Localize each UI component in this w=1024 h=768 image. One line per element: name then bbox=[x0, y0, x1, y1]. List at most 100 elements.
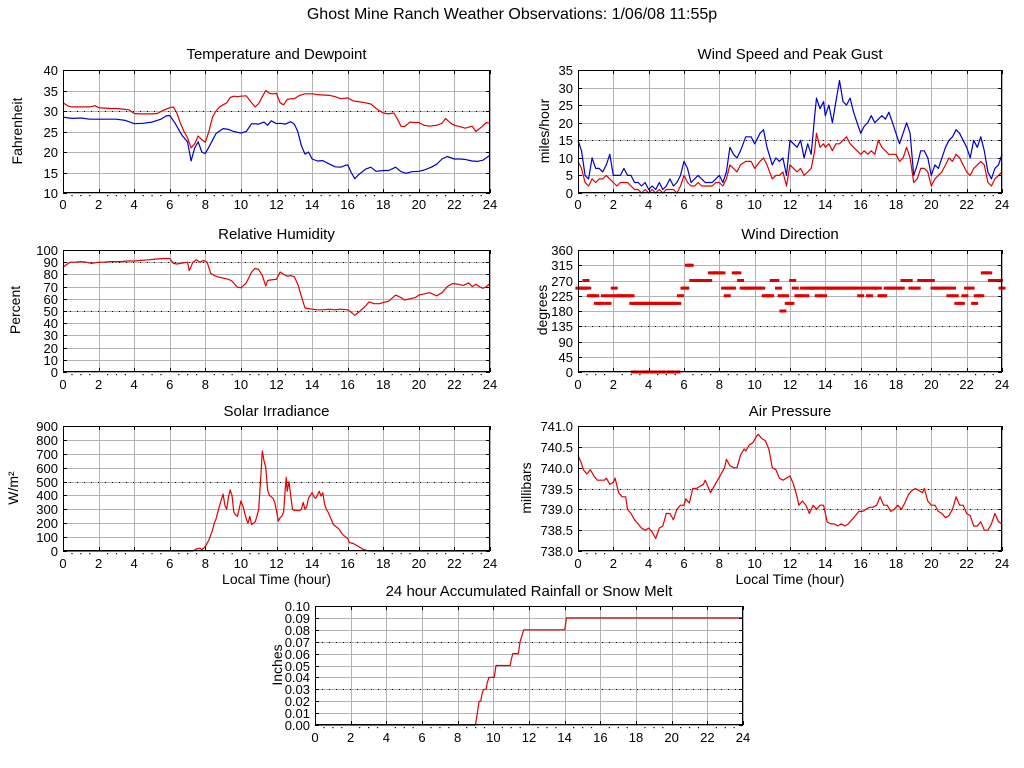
x-tick-label: 24 bbox=[482, 197, 498, 212]
y-tick-label: 740.5 bbox=[540, 439, 573, 455]
y-tick-label: 0.05 bbox=[284, 658, 310, 674]
plot-area-humidity bbox=[62, 250, 491, 376]
x-tick-label: 18 bbox=[888, 197, 904, 212]
y-tick-label: 15 bbox=[558, 133, 573, 149]
x-tick-label: 12 bbox=[782, 377, 798, 392]
y-tick-label: 60 bbox=[43, 291, 58, 307]
y-tick-label: 800 bbox=[36, 432, 58, 448]
series-wind_direction bbox=[575, 263, 1006, 374]
chart-title: Relative Humidity bbox=[218, 226, 335, 243]
y-tick-label: 225 bbox=[551, 288, 573, 304]
y-tick-label: 35 bbox=[558, 63, 573, 78]
x-tick-label: 14 bbox=[304, 197, 320, 212]
x-axis-label: Local Time (hour) bbox=[222, 571, 331, 587]
y-tick-label: 30 bbox=[43, 104, 58, 119]
chart-title: 24 hour Accumulated Rainfall or Snow Mel… bbox=[385, 583, 673, 600]
x-tick-label: 22 bbox=[959, 556, 974, 571]
y-tick-label: 0.03 bbox=[284, 682, 310, 698]
x-tick-label: 20 bbox=[924, 197, 939, 212]
x-tick-label: 12 bbox=[521, 730, 537, 745]
y-tick-label: 739.0 bbox=[540, 502, 573, 518]
y-tick-label: 0.01 bbox=[284, 706, 310, 722]
x-tick-label: 20 bbox=[924, 377, 939, 392]
y-tick-label: 900 bbox=[36, 419, 58, 434]
x-tick-label: 4 bbox=[130, 377, 138, 392]
x-tick-label: 8 bbox=[201, 556, 209, 571]
y-tick-label: 80 bbox=[43, 267, 58, 283]
y-tick-label: 20 bbox=[43, 145, 58, 160]
x-tick-label: 8 bbox=[715, 197, 723, 212]
x-tick-label: 6 bbox=[680, 197, 688, 212]
y-tick-label: 5 bbox=[565, 168, 573, 184]
x-tick-label: 12 bbox=[269, 197, 284, 212]
x-tick-label: 10 bbox=[747, 556, 762, 571]
series-solar_irradiance bbox=[63, 450, 490, 552]
y-tick-label: 738.0 bbox=[540, 544, 573, 559]
x-tick-label: 14 bbox=[818, 197, 833, 212]
x-tick-label: 24 bbox=[994, 197, 1010, 212]
y-tick-label: 180 bbox=[551, 304, 573, 319]
x-tick-label: 8 bbox=[454, 730, 462, 745]
y-tick-label: 0 bbox=[565, 365, 573, 380]
y-tick-label: 600 bbox=[36, 460, 58, 476]
y-tick-label: 100 bbox=[36, 530, 58, 546]
y-tick-label: 10 bbox=[43, 352, 58, 368]
y-tick-label: 40 bbox=[43, 63, 58, 78]
x-tick-label: 20 bbox=[411, 377, 427, 392]
x-tick-label: 4 bbox=[130, 197, 138, 212]
y-tick-label: 70 bbox=[43, 279, 58, 295]
x-axis-label: Local Time (hour) bbox=[735, 571, 845, 587]
x-tick-label: 18 bbox=[888, 556, 904, 571]
x-tick-label: 24 bbox=[482, 377, 498, 392]
y-tick-label: 25 bbox=[558, 98, 573, 114]
x-tick-label: 22 bbox=[959, 197, 974, 212]
x-tick-label: 22 bbox=[959, 377, 974, 392]
x-tick-label: 18 bbox=[376, 197, 391, 212]
y-tick-label: 0 bbox=[50, 544, 58, 559]
series-temperature bbox=[62, 89, 491, 149]
x-tick-label: 4 bbox=[382, 730, 390, 745]
y-tick-label: 740.0 bbox=[540, 460, 573, 476]
plot-area-rainfall bbox=[315, 606, 744, 729]
y-tick-label: 20 bbox=[558, 115, 573, 131]
x-tick-label: 6 bbox=[166, 197, 174, 212]
y-tick-label: 0.02 bbox=[284, 694, 310, 710]
series-peak_gust bbox=[577, 79, 1003, 191]
x-tick-label: 8 bbox=[201, 377, 209, 392]
y-tick-label: 0.07 bbox=[284, 634, 310, 650]
plot-area-wind_speed bbox=[577, 70, 1003, 197]
x-tick-label: 0 bbox=[574, 197, 582, 212]
x-tick-label: 16 bbox=[593, 730, 608, 745]
plot-area-pressure bbox=[577, 426, 1003, 555]
y-tick-label: 40 bbox=[43, 316, 58, 332]
y-tick-label: 100 bbox=[36, 243, 58, 258]
y-tick-label: 0.08 bbox=[284, 622, 310, 638]
chart-title: Solar Irradiance bbox=[223, 403, 330, 420]
x-tick-label: 18 bbox=[888, 377, 904, 392]
y-tick-label: 400 bbox=[36, 488, 58, 504]
x-tick-label: 0 bbox=[59, 197, 67, 212]
x-tick-label: 8 bbox=[715, 556, 723, 571]
series-relative_humidity bbox=[62, 257, 491, 316]
x-tick-label: 4 bbox=[645, 556, 653, 571]
y-tick-label: 90 bbox=[43, 255, 58, 271]
x-tick-label: 4 bbox=[130, 556, 138, 571]
x-tick-label: 22 bbox=[447, 197, 462, 212]
x-tick-label: 10 bbox=[233, 377, 249, 392]
y-tick-label: 35 bbox=[43, 83, 58, 99]
x-tick-label: 10 bbox=[486, 730, 501, 745]
series-accumulated_rainfall bbox=[315, 617, 743, 726]
x-tick-label: 22 bbox=[700, 730, 715, 745]
x-tick-label: 10 bbox=[233, 197, 249, 212]
y-tick-label: 300 bbox=[36, 502, 58, 518]
y-tick-label: 0.04 bbox=[284, 670, 310, 686]
plot-area-temperature_dewpoint bbox=[62, 70, 491, 197]
y-tick-label: 0 bbox=[565, 186, 573, 201]
x-tick-label: 2 bbox=[347, 730, 355, 745]
x-tick-label: 18 bbox=[376, 377, 391, 392]
x-tick-label: 24 bbox=[994, 377, 1010, 392]
x-tick-label: 12 bbox=[269, 377, 284, 392]
x-tick-label: 24 bbox=[482, 556, 498, 571]
x-tick-label: 6 bbox=[680, 556, 688, 571]
